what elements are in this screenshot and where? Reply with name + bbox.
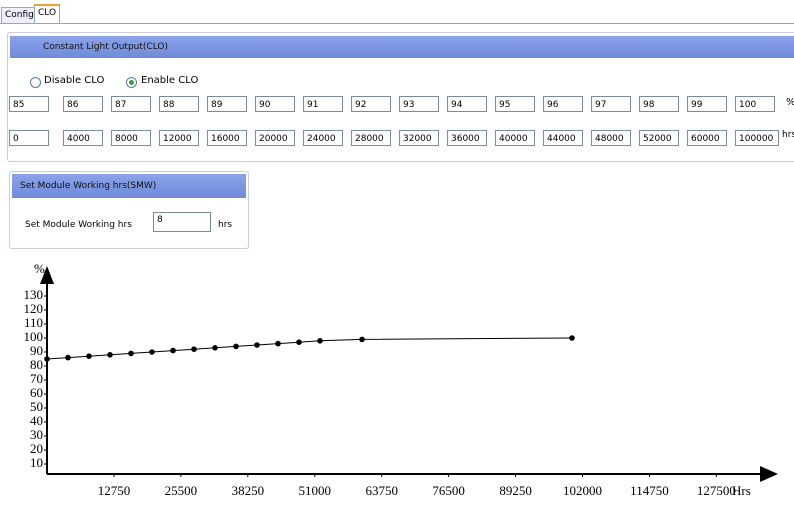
point — [44, 356, 50, 362]
input[interactable]: 97 — [591, 96, 631, 112]
input[interactable]: 94 — [447, 96, 487, 112]
tab-active[interactable]: CLO — [34, 4, 61, 24]
input[interactable]: 8 — [153, 212, 211, 232]
point — [191, 346, 197, 353]
panel-header: Set Module Working hrs(SMW) — [12, 174, 246, 198]
input[interactable]: 48000 — [591, 130, 631, 146]
y-tick-label: 30 — [30, 427, 43, 442]
point — [107, 352, 113, 358]
input[interactable]: 40000 — [495, 130, 535, 146]
y-axis-label: % — [34, 261, 45, 276]
input[interactable]: 52000 — [639, 130, 679, 146]
x-tick-label: 102000 — [563, 483, 602, 498]
x-tick-label: 76500 — [432, 483, 465, 498]
line — [46, 337, 573, 360]
point — [359, 336, 365, 343]
y-tick-label: 70 — [30, 371, 43, 386]
input[interactable]: 98 — [639, 96, 679, 112]
x-tick-label: 63750 — [365, 483, 398, 498]
x-axis-label: Hrs — [732, 483, 751, 498]
input[interactable]: 0 — [9, 130, 49, 146]
x-axis-arrow — [760, 466, 778, 482]
unit: hrs — [218, 220, 233, 230]
input[interactable]: 93 — [399, 96, 439, 112]
unit: hrs — [782, 130, 794, 140]
input[interactable]: 44000 — [543, 130, 583, 146]
input[interactable]: 100000 — [735, 130, 779, 146]
input[interactable]: 8000 — [111, 130, 151, 146]
input[interactable]: 90 — [255, 96, 295, 112]
x-tick-label: 12750 — [98, 483, 131, 498]
tab-line — [0, 23, 794, 24]
input[interactable]: 20000 — [255, 130, 295, 146]
point — [86, 353, 92, 360]
point — [317, 338, 323, 344]
y-tick-label: 120 — [24, 301, 44, 316]
y-tick-label: 130 — [24, 287, 44, 302]
input[interactable]: 28000 — [351, 130, 391, 146]
input[interactable]: 99 — [687, 96, 727, 112]
y-tick-label: 90 — [30, 343, 43, 358]
input[interactable]: 88 — [159, 96, 199, 112]
input[interactable]: 95 — [495, 96, 535, 112]
input[interactable]: 36000 — [447, 130, 487, 146]
field-label: Set Module Working hrs — [25, 220, 132, 230]
point — [128, 350, 134, 357]
y-tick-label: 50 — [30, 399, 43, 414]
point — [65, 354, 71, 361]
input[interactable]: 32000 — [399, 130, 439, 146]
point — [149, 349, 155, 355]
input[interactable]: 96 — [543, 96, 583, 112]
x-tick-label: 127500 — [697, 483, 736, 498]
y-tick-label: 20 — [30, 441, 43, 456]
x-tick-label: 114750 — [630, 483, 669, 498]
unit: % — [786, 97, 794, 108]
input[interactable]: 16000 — [207, 130, 247, 146]
y-tick-label: 10 — [30, 455, 43, 470]
clo-panel: Constant Light Output(CLO) Disable CLO E… — [7, 32, 794, 162]
y-axis-arrow — [40, 266, 54, 284]
x-tick-label: 38250 — [232, 483, 265, 498]
input[interactable]: 100 — [735, 96, 775, 112]
x-tick-label: 89250 — [499, 483, 532, 498]
input[interactable]: 89 — [207, 96, 247, 112]
y-tick-label: 80 — [30, 357, 43, 372]
y-tick-label: 40 — [30, 413, 43, 428]
point — [254, 342, 260, 348]
smw-panel: Set Module Working hrs(SMW) Set Module W… — [9, 171, 249, 249]
point — [296, 339, 302, 346]
input[interactable]: 24000 — [303, 130, 343, 146]
y-tick-label: 60 — [30, 385, 43, 400]
input[interactable]: 91 — [303, 96, 343, 112]
panel-header: Constant Light Output(CLO) — [10, 36, 794, 58]
input[interactable]: 12000 — [159, 130, 199, 146]
radio-label: Disable CLO — [44, 75, 105, 86]
y-tick-label: 110 — [24, 315, 43, 330]
point — [569, 335, 575, 341]
point — [212, 345, 218, 351]
y-tick-label: 100 — [24, 329, 44, 344]
point — [275, 340, 281, 347]
input[interactable]: 87 — [111, 96, 151, 112]
input[interactable]: 85 — [9, 96, 49, 112]
input[interactable]: 4000 — [63, 130, 103, 146]
x-tick-label: 51000 — [299, 483, 332, 498]
radio[interactable] — [30, 77, 41, 88]
input[interactable]: 60000 — [687, 130, 727, 146]
point — [170, 347, 176, 354]
input[interactable]: 92 — [351, 96, 391, 112]
input[interactable]: 86 — [63, 96, 103, 112]
radio-label: Enable CLO — [141, 75, 199, 86]
point — [233, 343, 239, 350]
x-tick-label: 25500 — [165, 483, 198, 498]
radio[interactable] — [126, 77, 137, 88]
